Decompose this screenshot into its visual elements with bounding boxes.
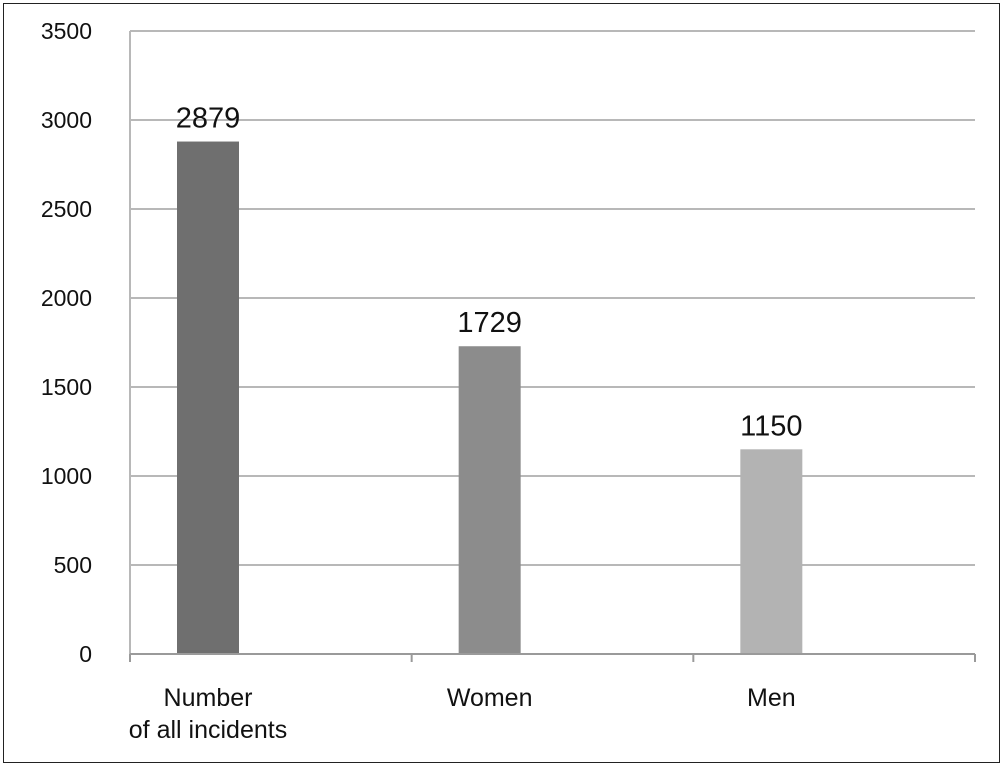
y-tick-label: 2500 bbox=[41, 196, 92, 222]
y-tick-label: 3500 bbox=[41, 18, 92, 44]
bar bbox=[177, 141, 239, 655]
data-label: 1729 bbox=[457, 307, 522, 339]
data-labels: 2879 1729 1150 bbox=[176, 103, 803, 443]
data-label: 1150 bbox=[740, 410, 802, 442]
y-tick-label: 500 bbox=[54, 552, 92, 578]
data-label: 2879 bbox=[176, 103, 241, 135]
y-tick-label: 0 bbox=[79, 641, 92, 667]
category-label: Number of all incidents bbox=[129, 684, 287, 744]
gridlines bbox=[130, 30, 975, 566]
bar bbox=[458, 346, 521, 654]
category-label: Women bbox=[447, 684, 533, 712]
bars bbox=[177, 141, 803, 655]
bar bbox=[740, 449, 803, 654]
y-tick-label: 2000 bbox=[41, 285, 92, 311]
x-axis: Number of all incidents Women Men bbox=[129, 653, 976, 744]
y-tick-label: 1500 bbox=[41, 374, 92, 400]
y-axis: 0 500 1000 1500 2000 2500 3000 3500 bbox=[41, 18, 131, 667]
y-tick-label: 1000 bbox=[41, 463, 92, 489]
y-tick-label: 3000 bbox=[41, 107, 92, 133]
category-label: Men bbox=[747, 684, 796, 712]
